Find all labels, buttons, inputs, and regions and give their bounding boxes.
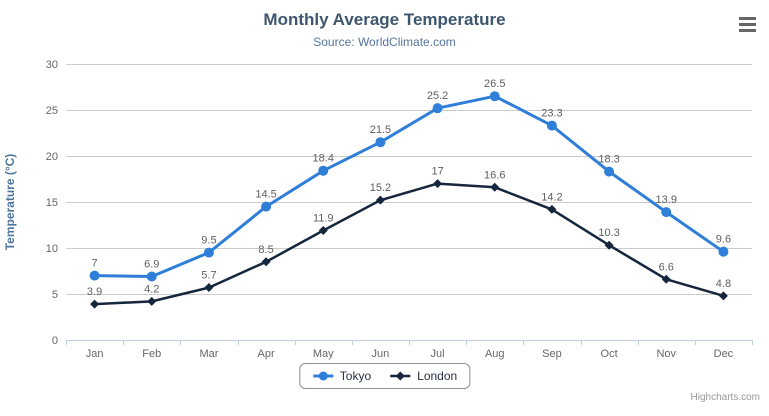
x-axis-tick-label: Nov (656, 348, 676, 360)
tokyo-data-point-label: 14.5 (255, 189, 276, 201)
x-axis-tick-label: Dec (714, 348, 734, 360)
y-axis-tick-label: 25 (46, 105, 58, 117)
tokyo-data-point-label: 18.3 (598, 154, 619, 166)
tokyo-series-line[interactable] (93, 94, 725, 278)
x-axis-tick-label: Jun (372, 348, 390, 360)
london-data-point-label: 16.6 (484, 169, 505, 181)
tokyo-data-point-marker[interactable] (261, 201, 272, 212)
tokyo-data-point-marker[interactable] (89, 270, 100, 281)
tokyo-data-point-label: 21.5 (370, 124, 391, 136)
series-group: 7 6.9 9.5 14.5 18.4 21.5 25.2 26.5 23.3 18.3 13.9 9… (87, 78, 731, 309)
london-data-point-marker[interactable] (318, 226, 328, 236)
tokyo-data-point-marker[interactable] (146, 271, 157, 282)
legend-item-london[interactable]: London (389, 369, 457, 383)
x-axis-tick-label: May (313, 348, 334, 360)
london-data-point-marker[interactable] (204, 283, 214, 293)
tokyo-data-point-label: 26.5 (484, 78, 505, 90)
x-axis-tick-label: Aug (485, 348, 505, 360)
london-data-point-marker[interactable] (547, 204, 557, 214)
y-axis-tick-label: 20 (46, 151, 58, 163)
london-data-point-label: 4.8 (716, 278, 731, 290)
x-axis-tick-label: Oct (601, 348, 618, 360)
london-data-point-label: 17 (431, 166, 443, 178)
tokyo-data-point-marker[interactable] (546, 120, 557, 131)
tokyo-series-icon (312, 371, 333, 381)
tokyo-data-point-label: 23.3 (541, 108, 562, 120)
legend-label-london: London (417, 369, 458, 383)
x-axis-group: Jan Feb Mar Apr May Jun Jul Aug Sep Oct Nov Dec (66, 340, 753, 360)
context-menu-button[interactable] (738, 16, 757, 33)
x-axis-tick-label: Feb (142, 348, 161, 360)
chart-subtitle: Source: WorldClimate.com (313, 35, 456, 49)
london-data-point-label: 3.9 (87, 286, 102, 298)
london-data-point-marker[interactable] (490, 182, 500, 192)
tokyo-data-point-label: 25.2 (427, 90, 448, 102)
tokyo-data-point-marker[interactable] (604, 166, 615, 177)
x-axis-tick-label: Jul (431, 348, 445, 360)
london-data-point-marker[interactable] (604, 240, 614, 250)
legend: Tokyo London (298, 363, 471, 389)
tokyo-data-point-marker[interactable] (375, 137, 386, 148)
london-data-point-marker[interactable] (433, 179, 443, 189)
tokyo-data-point-marker[interactable] (489, 91, 500, 102)
y-axis-title: Temperature (°C) (3, 154, 17, 251)
london-data-point-label: 14.2 (541, 191, 562, 203)
tokyo-data-point-marker[interactable] (203, 247, 214, 258)
london-data-point-label: 5.7 (201, 270, 216, 282)
x-axis-tick-label: Apr (258, 348, 275, 360)
london-data-point-label: 15.2 (370, 182, 391, 194)
london-data-point-label: 6.6 (659, 261, 674, 273)
tokyo-data-point-label: 9.6 (716, 234, 731, 246)
legend-label-tokyo: Tokyo (339, 369, 372, 383)
london-data-point-label: 4.2 (144, 283, 159, 295)
gridlines-group (66, 64, 752, 295)
london-data-point-marker[interactable] (147, 296, 157, 306)
london-data-point-marker[interactable] (718, 291, 728, 301)
tokyo-data-point-label: 13.9 (656, 194, 677, 206)
y-axis-tick-label: 15 (46, 197, 58, 209)
london-data-point-marker[interactable] (661, 274, 671, 284)
tokyo-data-point-label: 18.4 (313, 153, 334, 165)
hamburger-icon (739, 17, 756, 32)
y-axis-labels-group: 0 5 10 15 20 25 30 (46, 59, 58, 347)
london-data-point-label: 10.3 (598, 227, 619, 239)
credits-link[interactable]: Highcharts.com (690, 392, 760, 403)
y-axis-tick-label: 10 (46, 243, 58, 255)
tokyo-data-point-marker[interactable] (661, 207, 672, 218)
london-data-point-marker[interactable] (261, 257, 271, 267)
london-data-point-marker[interactable] (375, 195, 385, 205)
london-data-point-label: 11.9 (313, 213, 334, 225)
x-axis-tick-label: Jan (86, 348, 104, 360)
london-series-icon (390, 371, 411, 381)
tokyo-data-point-marker[interactable] (432, 103, 443, 114)
y-axis-tick-label: 30 (46, 59, 58, 71)
tokyo-data-point-marker[interactable] (718, 246, 729, 257)
y-axis-tick-label: 5 (52, 289, 58, 301)
x-axis-tick-label: Sep (542, 348, 562, 360)
y-axis-tick-label: 0 (52, 335, 58, 347)
x-axis-tick-label: Mar (199, 348, 218, 360)
tokyo-data-point-label: 9.5 (201, 235, 216, 247)
chart-title: Monthly Average Temperature (263, 10, 506, 29)
london-data-point-label: 8.5 (258, 244, 273, 256)
legend-item-tokyo[interactable]: Tokyo (312, 369, 371, 383)
tokyo-data-point-label: 7 (92, 258, 98, 270)
tokyo-data-point-marker[interactable] (318, 165, 329, 176)
london-series-line[interactable] (93, 182, 725, 306)
tokyo-data-point-label: 6.9 (144, 259, 159, 271)
london-data-point-marker[interactable] (90, 299, 100, 309)
